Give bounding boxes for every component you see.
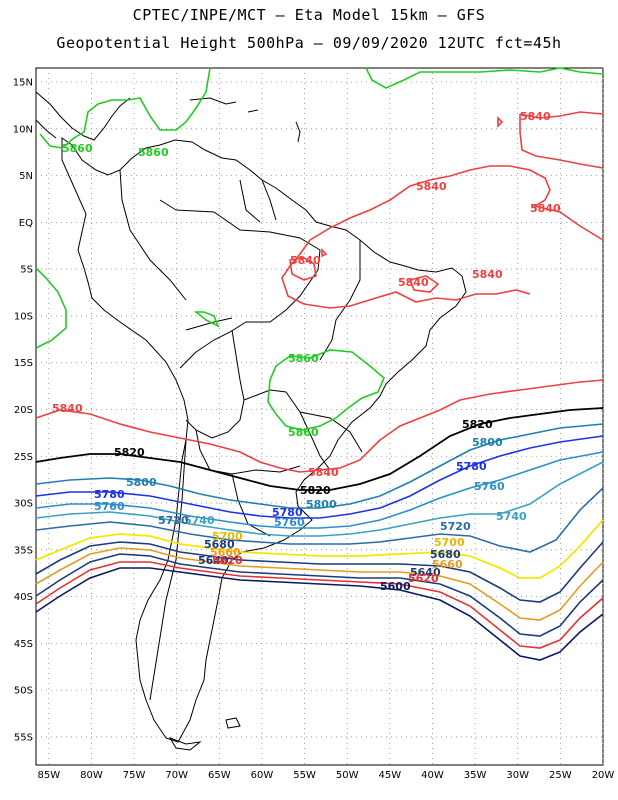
label-5660-b: 5660 [432, 558, 463, 571]
label-5840-e: 5840 [472, 268, 503, 281]
label-5700-b: 5700 [434, 536, 465, 549]
label-5840-f: 5840 [398, 276, 429, 289]
label-5640-b: 5640 [410, 566, 441, 579]
label-5860-c: 5860 [288, 352, 319, 365]
label-5680-b: 5680 [430, 548, 461, 561]
label-5800-a: 5800 [126, 476, 157, 489]
lat-label: 5S [20, 265, 33, 276]
label-5740-b: 5740 [496, 510, 527, 523]
lon-label: 80W [80, 770, 103, 781]
label-5760-b: 5760 [274, 516, 305, 529]
label-5820-b: 5820 [462, 418, 493, 431]
lon-label: 50W [336, 770, 359, 781]
lon-label: 40W [421, 770, 444, 781]
lat-label: EQ [19, 218, 33, 229]
label-5760-a: 5760 [94, 500, 125, 513]
graticule [36, 68, 604, 765]
contour-5720 [35, 487, 604, 553]
label-5760-c: 5760 [474, 480, 505, 493]
label-5780-c: 5780 [456, 460, 487, 473]
lat-label: 10N [13, 124, 33, 135]
label-5740-a: 5740 [184, 514, 215, 527]
label-5840-h: 5840 [308, 466, 339, 479]
label-5840-g: 5840 [52, 402, 83, 415]
label-5800-b: 5800 [306, 498, 337, 511]
label-5860-a: 5860 [62, 142, 93, 155]
lon-label: 60W [251, 770, 274, 781]
label-5820-a: 5820 [114, 446, 145, 459]
lon-label: 20W [592, 770, 615, 781]
lat-label: 10S [14, 311, 33, 322]
lon-label: 25W [549, 770, 572, 781]
label-5700-a: 5700 [212, 530, 243, 543]
lat-label: 25S [14, 452, 33, 463]
label-5820-c: 5820 [300, 484, 331, 497]
label-5860-b: 5860 [138, 146, 169, 159]
label-5620-a: 5620 [212, 554, 243, 567]
label-5840-d: 5840 [290, 254, 321, 267]
label-5780-b: 5780 [272, 506, 303, 519]
lat-label: 20S [14, 405, 33, 416]
map-title: CPTEC/INPE/MCT – Eta Model 15km – GFS [132, 6, 486, 24]
contour-5620 [35, 561, 604, 649]
lon-label: 30W [506, 770, 529, 781]
lon-label: 70W [165, 770, 188, 781]
lat-label: 15N [13, 78, 33, 89]
contour-5840 [35, 111, 604, 473]
contour-5800 [35, 423, 604, 509]
lon-label: 85W [37, 770, 60, 781]
lon-label: 35W [464, 770, 487, 781]
contour-5780 [35, 435, 604, 519]
contour-5640 [35, 553, 604, 637]
label-5720-a: 5720 [158, 514, 189, 527]
contour-5600 [35, 567, 604, 661]
lat-label: 50S [14, 686, 33, 697]
label-5840-c: 5840 [530, 202, 561, 215]
label-5600-a: 5600 [380, 580, 411, 593]
lat-label: 5N [19, 171, 33, 182]
axis-labels: 15N 10N 5N EQ 5S 10S 15S 20S 25S 30S 35S 40S 45S 50S 5… [13, 78, 615, 781]
label-5840-a: 5840 [520, 110, 551, 123]
lat-label: 40S [14, 592, 33, 603]
contour-5660 [35, 547, 604, 621]
contour-5740 [35, 461, 604, 537]
contour-5760 [35, 451, 604, 529]
lon-label: 75W [123, 770, 146, 781]
label-5860-d: 5860 [288, 426, 319, 439]
label-5800-c: 5800 [472, 436, 503, 449]
lon-label: 45W [379, 770, 402, 781]
coastlines [35, 91, 467, 751]
label-5720-b: 5720 [440, 520, 471, 533]
plot-frame [35, 67, 604, 766]
lon-label: 55W [293, 770, 316, 781]
contour-5820 [35, 407, 604, 491]
lat-label: 15S [14, 358, 33, 369]
contour-labels: 5860 5860 5860 5860 5840 5840 5840 5840 … [52, 110, 561, 593]
lat-label: 35S [14, 545, 33, 556]
contour-5700 [35, 519, 604, 579]
label-5660-a: 5660 [210, 546, 241, 559]
lon-label: 65W [208, 770, 231, 781]
label-5620-b: 5620 [408, 572, 439, 585]
label-5640-a: 5640 [198, 554, 229, 567]
label-5840-b: 5840 [416, 180, 447, 193]
lat-label: 30S [14, 499, 33, 510]
label-5780-a: 5780 [94, 488, 125, 501]
map-subtitle: Geopotential Height 500hPa – 09/09/2020 … [56, 34, 562, 52]
lat-label: 45S [14, 639, 33, 650]
contour-5860 [35, 67, 604, 431]
label-5680-a: 5680 [204, 538, 235, 551]
contour-5680 [35, 541, 604, 603]
lat-label: 55S [14, 732, 33, 743]
